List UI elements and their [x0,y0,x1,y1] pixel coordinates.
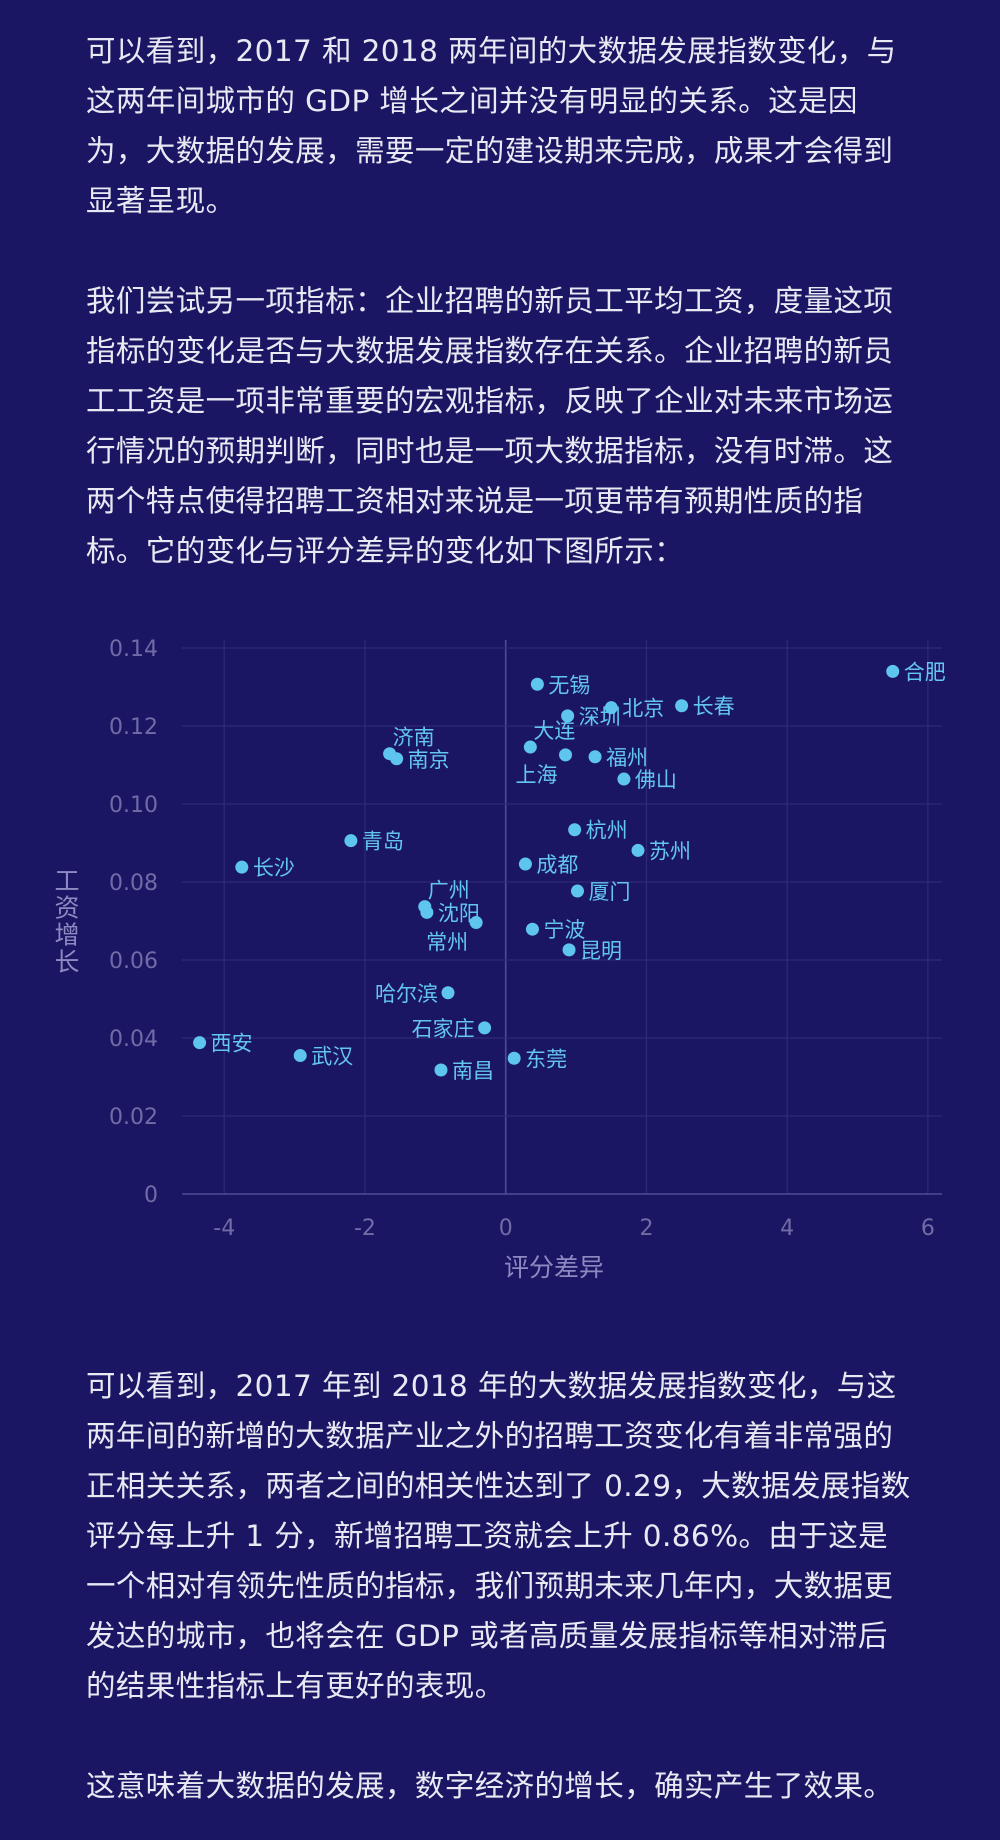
point-label: 福州 [606,746,648,770]
scatter-point [434,1063,448,1077]
chart-axes: -4 -2 0 2 4 6 0 0.02 0.04 0.06 0.08 0.10 0.12 0.14 [109,637,935,1241]
scatter-point [562,943,576,957]
chart-grid [182,640,942,1195]
point-label: 北京 [622,697,664,721]
point-label: 长春 [693,695,735,719]
scatter-point [675,699,689,713]
scatter-point [420,905,434,919]
point-label: 厦门 [588,880,630,904]
scatter-point [523,740,537,754]
point-label: 上海 [516,763,558,787]
point-label: 南昌 [452,1059,494,1083]
scatter-point [559,748,573,762]
point-label: 宁波 [543,918,585,942]
scatter-point [631,843,645,857]
scatter-point [469,916,483,930]
scatter-point [344,834,358,848]
intro-paragraph-1: 可以看到，2017 和 2018 两年间的大数据发展指数变化，与这两年间城市的 … [86,34,897,218]
point-label: 东莞 [525,1047,567,1071]
scatter-point [886,664,900,678]
intro-paragraph-2: 我们尝试另一项指标：企业招聘的新员工平均工资，度量这项指标的变化是否与大数据发展… [86,284,894,568]
y-tick-label: 0.02 [109,1105,158,1130]
x-tick-label: -4 [213,1216,235,1241]
scatter-point [568,823,582,837]
scatter-point [478,1021,492,1035]
point-label: 苏州 [649,839,691,863]
point-label: 无锡 [548,673,590,697]
scatter-point [588,750,602,764]
scatter-point [604,701,618,715]
point-label: 佛山 [635,768,677,792]
point-label: 南京 [408,748,450,772]
wage-vs-score-scatter-chart: -4 -2 0 2 4 6 0 0.02 0.04 0.06 0.08 0.10 0.12 0.14 合肥… [54,637,946,1282]
scatter-point [507,1051,521,1065]
scatter-point [390,752,404,766]
y-tick-label: 0.10 [109,793,158,818]
y-tick-label: 0 [144,1183,158,1208]
scatter-point [525,922,539,936]
scatter-point [193,1036,207,1050]
point-label: 济南 [393,726,435,750]
scatter-point [441,986,455,1000]
point-label: 长沙 [253,856,295,880]
point-label: 大连 [533,719,575,743]
y-axis-title: 工资增长 [54,867,79,977]
conclusion-paragraph-1: 可以看到，2017 年到 2018 年的大数据发展指数变化，与这两年间的新增的大… [86,1369,911,1703]
point-label: 西安 [211,1032,253,1056]
x-tick-label: 0 [499,1216,513,1241]
point-label: 青岛 [362,830,404,854]
point-label: 成都 [536,853,578,877]
x-tick-label: 6 [921,1216,935,1241]
point-label: 哈尔滨 [375,982,438,1006]
point-label: 昆明 [580,939,622,963]
scatter-point [518,857,532,871]
x-tick-label: 4 [780,1216,794,1241]
y-tick-label: 0.12 [109,715,158,740]
point-label: 广州 [428,879,470,903]
x-tick-label: -2 [354,1216,376,1241]
point-label: 常州 [426,931,468,955]
x-tick-label: 2 [639,1216,653,1241]
scatter-point [570,884,584,898]
scatter-point [293,1049,307,1063]
point-label: 合肥 [904,660,946,684]
point-label: 深圳 [579,705,621,729]
x-axis-title: 评分差异 [504,1253,604,1282]
y-tick-label: 0.04 [109,1027,158,1052]
point-label: 武汉 [311,1045,353,1069]
scatter-point [235,860,249,874]
y-tick-label: 0.08 [109,871,158,896]
point-label: 杭州 [586,819,628,843]
y-tick-label: 0.14 [109,637,158,662]
point-label: 石家庄 [412,1017,475,1041]
y-tick-label: 0.06 [109,949,158,974]
scatter-point [530,677,544,691]
scatter-point [617,772,631,786]
scatter-point [561,709,575,723]
conclusion-paragraph-2: 这意味着大数据的发展，数字经济的增长，确实产生了效果。 [86,1769,894,1803]
